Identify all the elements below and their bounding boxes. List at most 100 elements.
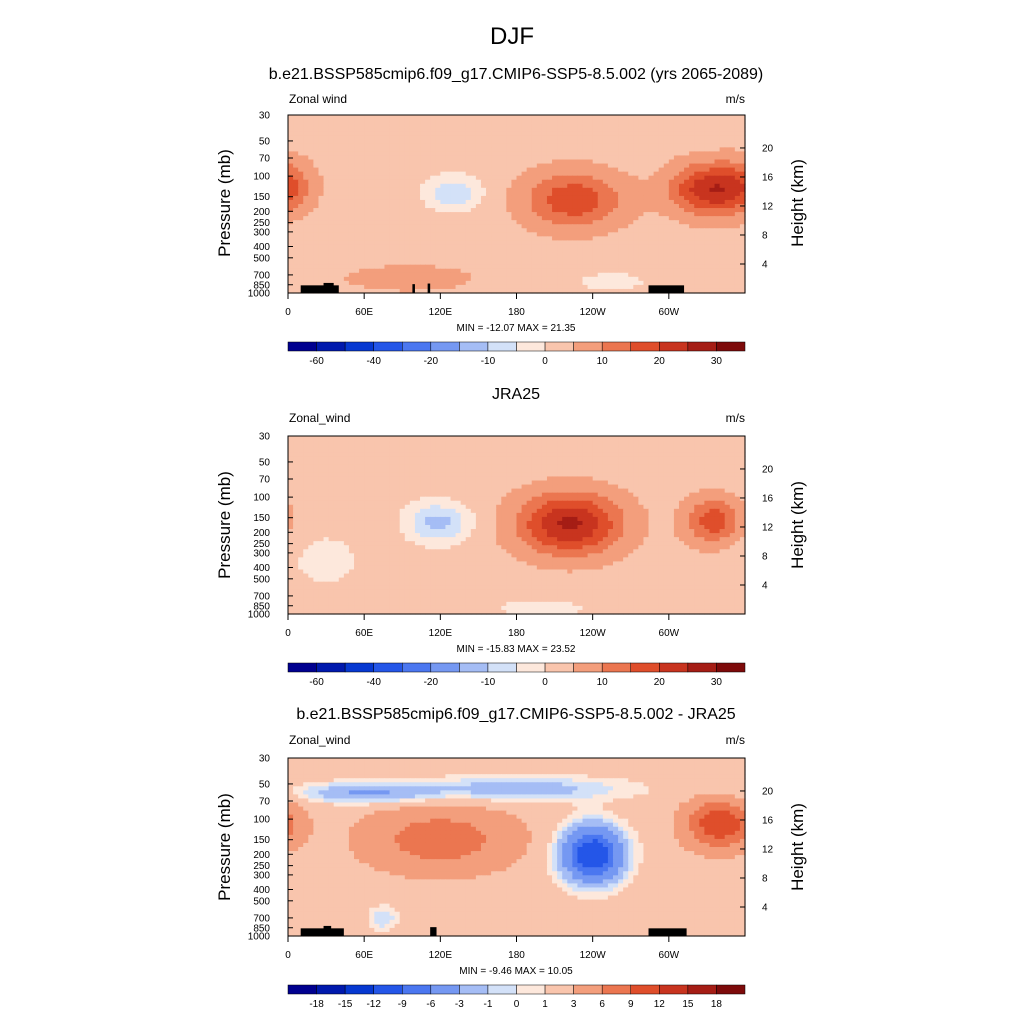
contour-cell — [720, 172, 726, 177]
contour-cell — [522, 460, 528, 465]
contour-cell — [461, 265, 467, 270]
contour-cell — [486, 212, 492, 217]
contour-cell — [440, 168, 446, 173]
contour-cell — [298, 273, 304, 278]
contour-cell — [664, 265, 670, 270]
contour-cell — [532, 164, 538, 169]
contour-cell — [649, 147, 655, 152]
contour-cell — [496, 160, 502, 165]
contour-cell — [379, 224, 385, 229]
contour-cell — [552, 257, 558, 262]
contour-cell — [659, 135, 665, 140]
contour-cell — [735, 143, 741, 148]
contour-cell — [456, 127, 462, 132]
contour-cell — [445, 232, 451, 237]
contour-cell — [598, 139, 604, 144]
contour-cell — [501, 460, 507, 465]
contour-cell — [649, 212, 655, 217]
colorbar-swatch — [602, 342, 631, 351]
contour-cell — [730, 147, 736, 152]
contour-cell — [344, 176, 350, 181]
contour-cell — [293, 269, 299, 274]
contour-cell — [572, 460, 578, 465]
contour-cell — [298, 127, 304, 132]
contour-cell — [730, 212, 736, 217]
contour-cell — [643, 232, 649, 237]
contour-cell — [379, 440, 385, 445]
x-tick-label: 0 — [285, 307, 291, 318]
contour-cell — [349, 285, 355, 290]
contour-cell — [369, 147, 375, 152]
contour-cell — [542, 196, 548, 201]
y-tick-label: 400 — [253, 242, 270, 253]
contour-cell — [400, 452, 406, 457]
contour-cell — [623, 192, 629, 197]
contour-cell — [679, 460, 685, 465]
y-tick-label: 500 — [253, 253, 270, 264]
contour-cell — [532, 253, 538, 258]
contour-cell — [308, 244, 314, 249]
contour-cell — [445, 216, 451, 221]
contour-cell — [461, 244, 467, 249]
contour-cell — [608, 212, 614, 217]
contour-cell — [725, 444, 731, 449]
contour-cell — [709, 232, 715, 237]
contour-cell — [440, 269, 446, 274]
contour-cell — [674, 436, 680, 441]
contour-cell — [486, 265, 492, 270]
contour-cell — [288, 172, 294, 177]
contour-cell — [649, 460, 655, 465]
contour-cell — [481, 204, 487, 209]
contour-cell — [527, 261, 533, 266]
contour-cell — [349, 164, 355, 169]
contour-cell — [308, 448, 314, 453]
contour-cell — [572, 464, 578, 469]
contour-cell — [684, 147, 690, 152]
contour-cell — [725, 200, 731, 205]
contour-cell — [445, 212, 451, 217]
contour-cell — [618, 147, 624, 152]
contour-cell — [511, 452, 517, 457]
contour-cell — [506, 147, 512, 152]
contour-cell — [476, 232, 482, 237]
contour-cell — [511, 143, 517, 148]
contour-cell — [674, 464, 680, 469]
contour-cell — [334, 261, 340, 266]
contour-cell — [440, 155, 446, 160]
contour-cell — [603, 277, 609, 282]
contour-cell — [450, 273, 456, 278]
contour-cell — [603, 172, 609, 177]
contour-cell — [537, 204, 543, 209]
contour-cell — [466, 452, 472, 457]
contour-cell — [669, 168, 675, 173]
contour-cell — [659, 468, 665, 473]
contour-cell — [522, 143, 528, 148]
contour-cell — [715, 261, 721, 266]
contour-cell — [400, 249, 406, 254]
contour-cell — [379, 281, 385, 286]
contour-cell — [679, 139, 685, 144]
contour-cell — [699, 240, 705, 245]
contour-cell — [709, 249, 715, 254]
contour-cell — [334, 216, 340, 221]
contour-cell — [725, 440, 731, 445]
contour-cell — [405, 249, 411, 254]
colorbar-swatch — [317, 342, 346, 351]
contour-cell — [359, 127, 365, 132]
contour-cell — [689, 212, 695, 217]
contour-cell — [730, 452, 736, 457]
contour-cell — [476, 476, 482, 481]
contour-cell — [384, 224, 390, 229]
contour-cell — [552, 155, 558, 160]
contour-cell — [725, 196, 731, 201]
contour-cell — [384, 188, 390, 193]
contour-cell — [557, 216, 563, 221]
contour-cell — [633, 172, 639, 177]
contour-cell — [430, 249, 436, 254]
contour-cell — [654, 147, 660, 152]
contour-cell — [532, 139, 538, 144]
contour-cell — [496, 460, 502, 465]
contour-cell — [471, 265, 477, 270]
contour-cell — [704, 147, 710, 152]
contour-cell — [339, 135, 345, 140]
